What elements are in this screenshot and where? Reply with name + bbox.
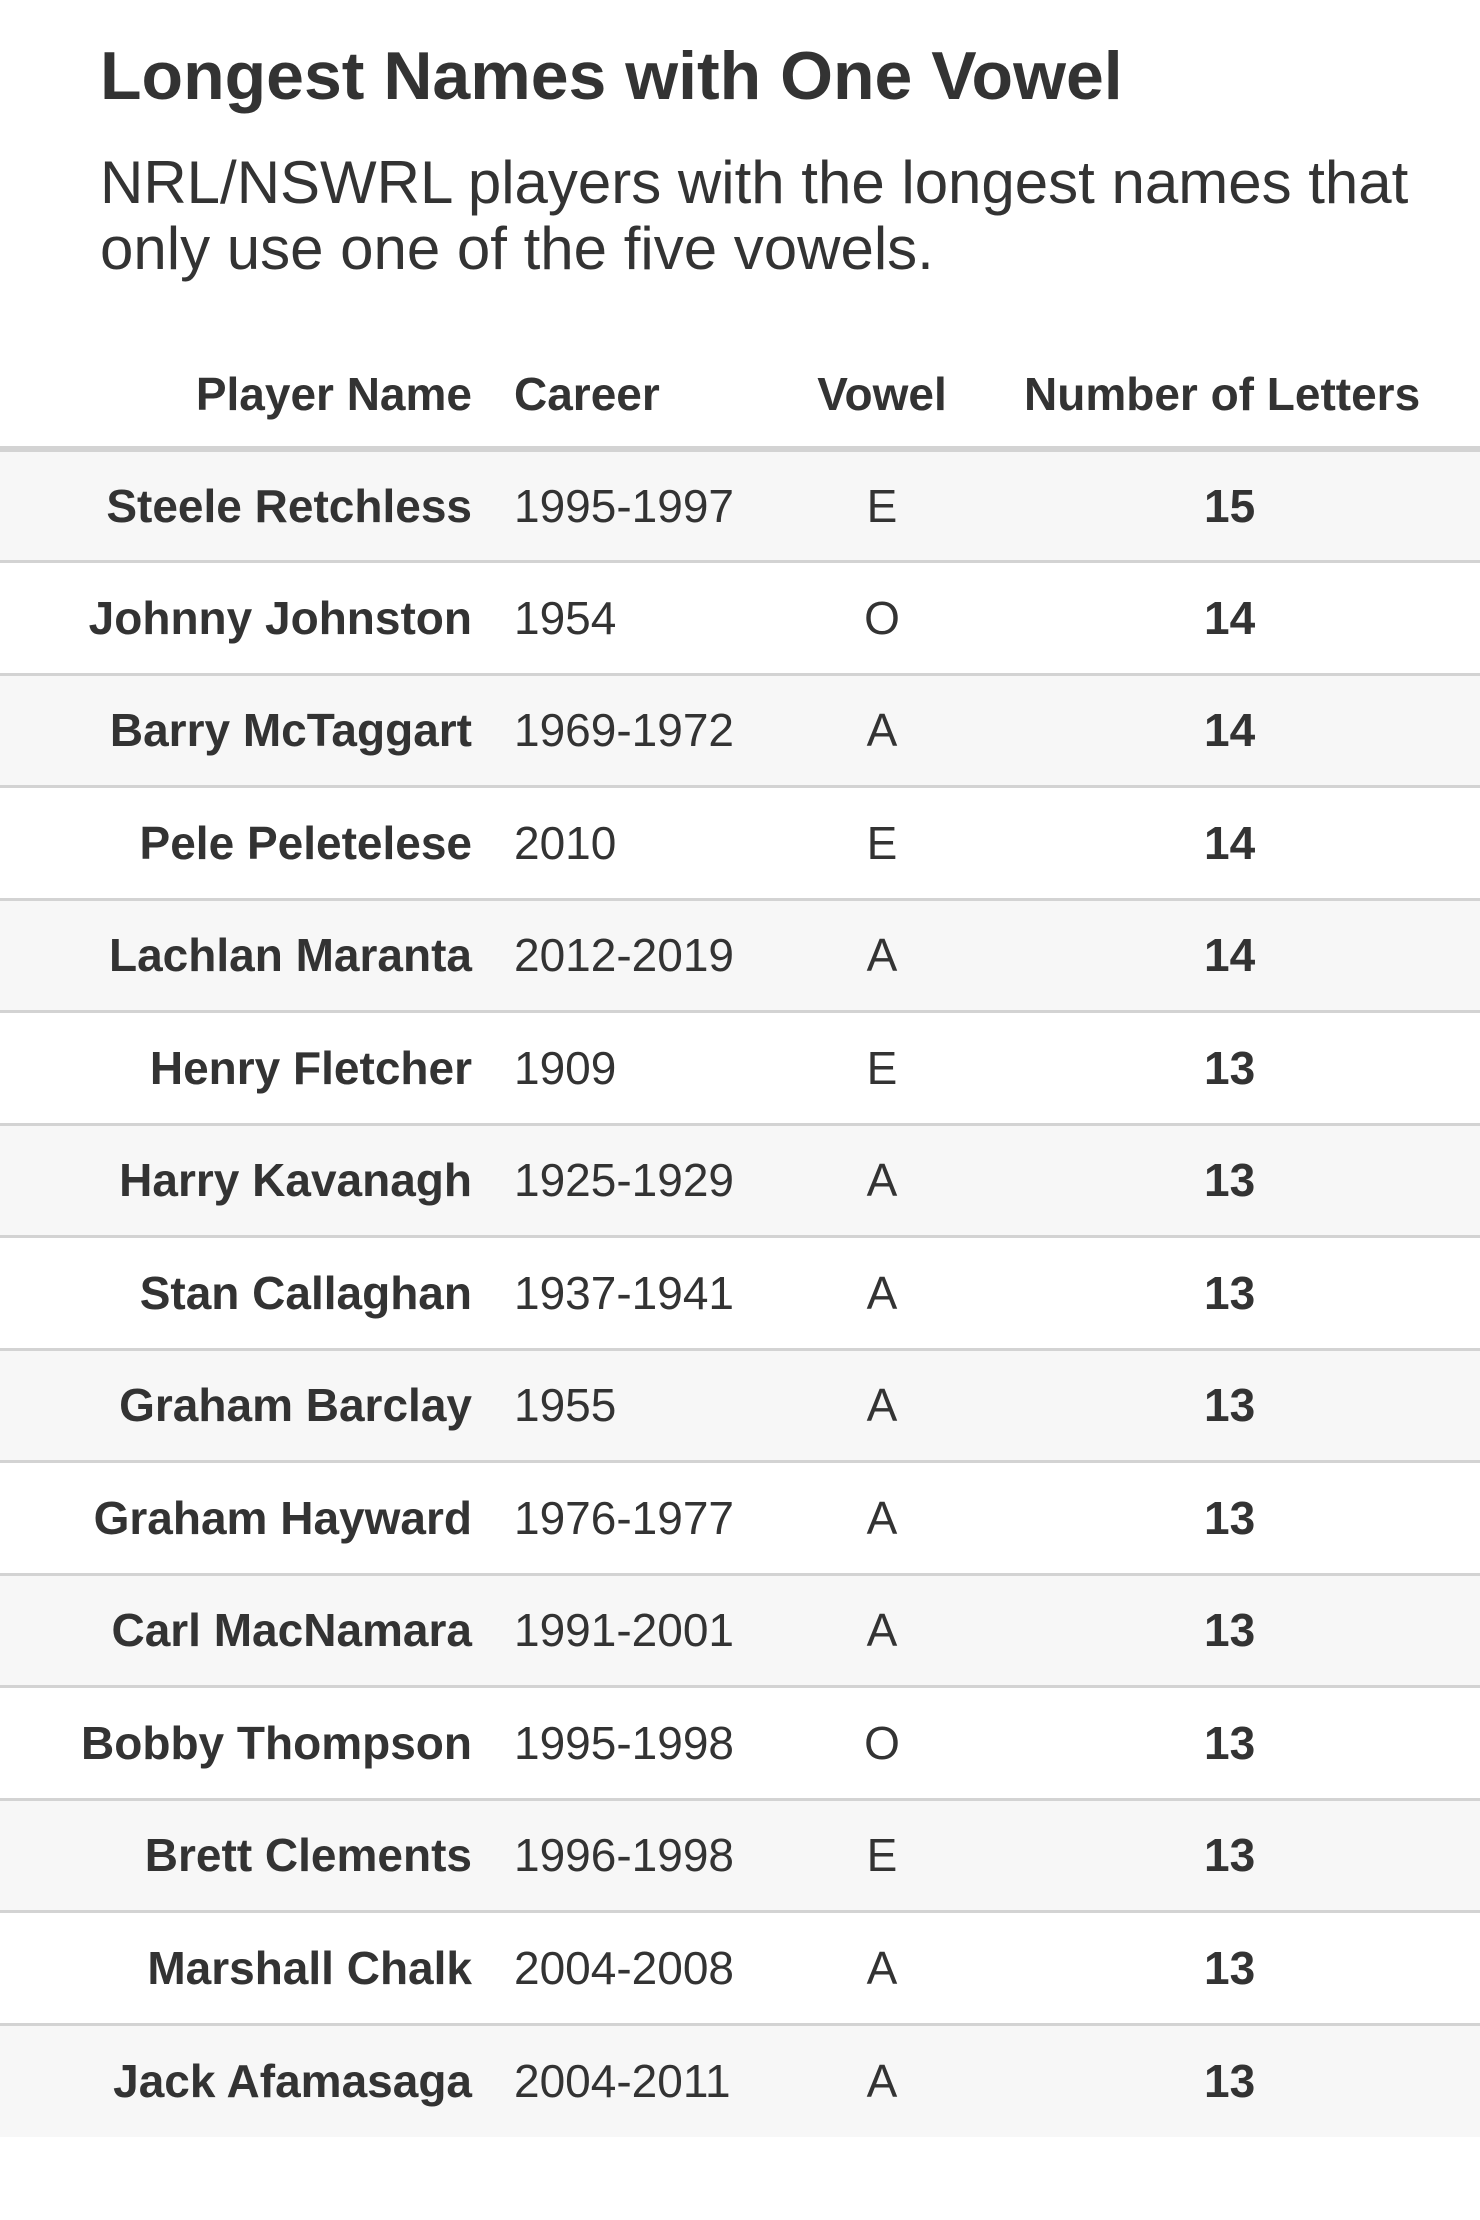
cell-career: 1909 <box>496 1011 776 1126</box>
cell-vowel: A <box>776 674 988 788</box>
table-row: Stan Callaghan 1937-1941 A 13 <box>0 1236 1480 1351</box>
cell-career: 2004-2008 <box>496 1911 776 2026</box>
cell-player-name: Johnny Johnston <box>0 561 496 676</box>
cell-player-name: Jack Afamasaga <box>0 2024 496 2137</box>
column-header-number-of-letters: Number of Letters <box>988 342 1480 452</box>
cell-vowel: A <box>776 2024 988 2137</box>
cell-player-name: Graham Hayward <box>0 1461 496 1576</box>
table-row: Pele Peletelese 2010 E 14 <box>0 786 1480 901</box>
cell-number-of-letters: 14 <box>988 674 1480 788</box>
cell-number-of-letters: 13 <box>988 1236 1480 1351</box>
cell-career: 1976-1977 <box>496 1461 776 1576</box>
cell-number-of-letters: 13 <box>988 1686 1480 1801</box>
table-row: Marshall Chalk 2004-2008 A 13 <box>0 1911 1480 2026</box>
cell-number-of-letters: 14 <box>988 786 1480 901</box>
cell-vowel: A <box>776 1349 988 1463</box>
cell-number-of-letters: 13 <box>988 2024 1480 2137</box>
cell-career: 2012-2019 <box>496 899 776 1013</box>
cell-vowel: A <box>776 1236 988 1351</box>
cell-number-of-letters: 13 <box>988 1799 1480 1913</box>
cell-career: 1996-1998 <box>496 1799 776 1913</box>
cell-number-of-letters: 13 <box>988 1349 1480 1463</box>
cell-player-name: Henry Fletcher <box>0 1011 496 1126</box>
cell-career: 1995-1998 <box>496 1686 776 1801</box>
table-heading: Longest Names with One Vowel NRL/NSWRL p… <box>100 0 1440 282</box>
table-row: Bobby Thompson 1995-1998 O 13 <box>0 1686 1480 1801</box>
players-table: Player Name Career Vowel Number of Lette… <box>0 342 1480 2137</box>
cell-vowel: E <box>776 449 988 563</box>
column-header-player-name: Player Name <box>0 342 496 452</box>
cell-player-name: Harry Kavanagh <box>0 1124 496 1238</box>
cell-career: 1937-1941 <box>496 1236 776 1351</box>
cell-vowel: E <box>776 1011 988 1126</box>
cell-player-name: Stan Callaghan <box>0 1236 496 1351</box>
cell-vowel: A <box>776 899 988 1013</box>
cell-vowel: A <box>776 1124 988 1238</box>
cell-player-name: Brett Clements <box>0 1799 496 1913</box>
table-row: Brett Clements 1996-1998 E 13 <box>0 1799 1480 1913</box>
table-row: Carl MacNamara 1991-2001 A 13 <box>0 1574 1480 1688</box>
cell-career: 2010 <box>496 786 776 901</box>
cell-player-name: Marshall Chalk <box>0 1911 496 2026</box>
table-row: Henry Fletcher 1909 E 13 <box>0 1011 1480 1126</box>
cell-career: 1955 <box>496 1349 776 1463</box>
cell-number-of-letters: 15 <box>988 449 1480 563</box>
cell-vowel: O <box>776 561 988 676</box>
column-header-vowel: Vowel <box>776 342 988 452</box>
cell-player-name: Bobby Thompson <box>0 1686 496 1801</box>
cell-career: 1969-1972 <box>496 674 776 788</box>
table-row: Harry Kavanagh 1925-1929 A 13 <box>0 1124 1480 1238</box>
cell-number-of-letters: 14 <box>988 561 1480 676</box>
table-row: Graham Hayward 1976-1977 A 13 <box>0 1461 1480 1576</box>
cell-player-name: Barry McTaggart <box>0 674 496 788</box>
cell-career: 1954 <box>496 561 776 676</box>
cell-number-of-letters: 13 <box>988 1124 1480 1238</box>
table-body: Steele Retchless 1995-1997 E 15 Johnny Johns… <box>0 449 1480 2137</box>
table-row: Lachlan Maranta 2012-2019 A 14 <box>0 899 1480 1013</box>
page-subtitle: NRL/NSWRL players with the longest names… <box>100 149 1409 282</box>
cell-vowel: O <box>776 1686 988 1801</box>
table-row: Graham Barclay 1955 A 13 <box>0 1349 1480 1463</box>
cell-vowel: E <box>776 786 988 901</box>
cell-player-name: Pele Peletelese <box>0 786 496 901</box>
cell-career: 1925-1929 <box>496 1124 776 1238</box>
cell-vowel: A <box>776 1574 988 1688</box>
cell-player-name: Steele Retchless <box>0 449 496 563</box>
cell-career: 1991-2001 <box>496 1574 776 1688</box>
cell-number-of-letters: 13 <box>988 1011 1480 1126</box>
column-header-career: Career <box>496 342 776 452</box>
table-header: Player Name Career Vowel Number of Lette… <box>0 342 1480 452</box>
page-title: Longest Names with One Vowel <box>100 38 1123 114</box>
cell-vowel: A <box>776 1461 988 1576</box>
cell-number-of-letters: 13 <box>988 1911 1480 2026</box>
cell-career: 1995-1997 <box>496 449 776 563</box>
cell-number-of-letters: 14 <box>988 899 1480 1013</box>
cell-vowel: E <box>776 1799 988 1913</box>
table-row: Johnny Johnston 1954 O 14 <box>0 561 1480 676</box>
cell-number-of-letters: 13 <box>988 1574 1480 1688</box>
cell-career: 2004-2011 <box>496 2024 776 2137</box>
table-row: Steele Retchless 1995-1997 E 15 <box>0 449 1480 563</box>
cell-player-name: Carl MacNamara <box>0 1574 496 1688</box>
header-row: Player Name Career Vowel Number of Lette… <box>0 342 1480 452</box>
cell-player-name: Lachlan Maranta <box>0 899 496 1013</box>
cell-number-of-letters: 13 <box>988 1461 1480 1576</box>
cell-vowel: A <box>776 1911 988 2026</box>
table-row: Jack Afamasaga 2004-2011 A 13 <box>0 2024 1480 2137</box>
table-row: Barry McTaggart 1969-1972 A 14 <box>0 674 1480 788</box>
cell-player-name: Graham Barclay <box>0 1349 496 1463</box>
